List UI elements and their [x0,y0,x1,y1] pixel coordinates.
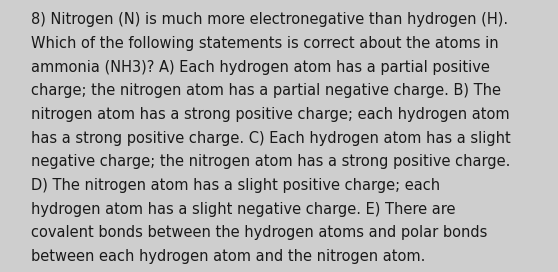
Text: hydrogen atom has a slight negative charge. E) There are: hydrogen atom has a slight negative char… [31,202,455,217]
Text: ammonia (NH3)? A) Each hydrogen atom has a partial positive: ammonia (NH3)? A) Each hydrogen atom has… [31,60,489,75]
Text: covalent bonds between the hydrogen atoms and polar bonds: covalent bonds between the hydrogen atom… [31,225,487,240]
Text: Which of the following statements is correct about the atoms in: Which of the following statements is cor… [31,36,498,51]
Text: between each hydrogen atom and the nitrogen atom.: between each hydrogen atom and the nitro… [31,249,425,264]
Text: D) The nitrogen atom has a slight positive charge; each: D) The nitrogen atom has a slight positi… [31,178,440,193]
Text: negative charge; the nitrogen atom has a strong positive charge.: negative charge; the nitrogen atom has a… [31,154,510,169]
Text: has a strong positive charge. C) Each hydrogen atom has a slight: has a strong positive charge. C) Each hy… [31,131,511,146]
Text: 8) Nitrogen (N) is much more electronegative than hydrogen (H).: 8) Nitrogen (N) is much more electronega… [31,12,508,27]
Text: nitrogen atom has a strong positive charge; each hydrogen atom: nitrogen atom has a strong positive char… [31,107,509,122]
Text: charge; the nitrogen atom has a partial negative charge. B) The: charge; the nitrogen atom has a partial … [31,83,501,98]
